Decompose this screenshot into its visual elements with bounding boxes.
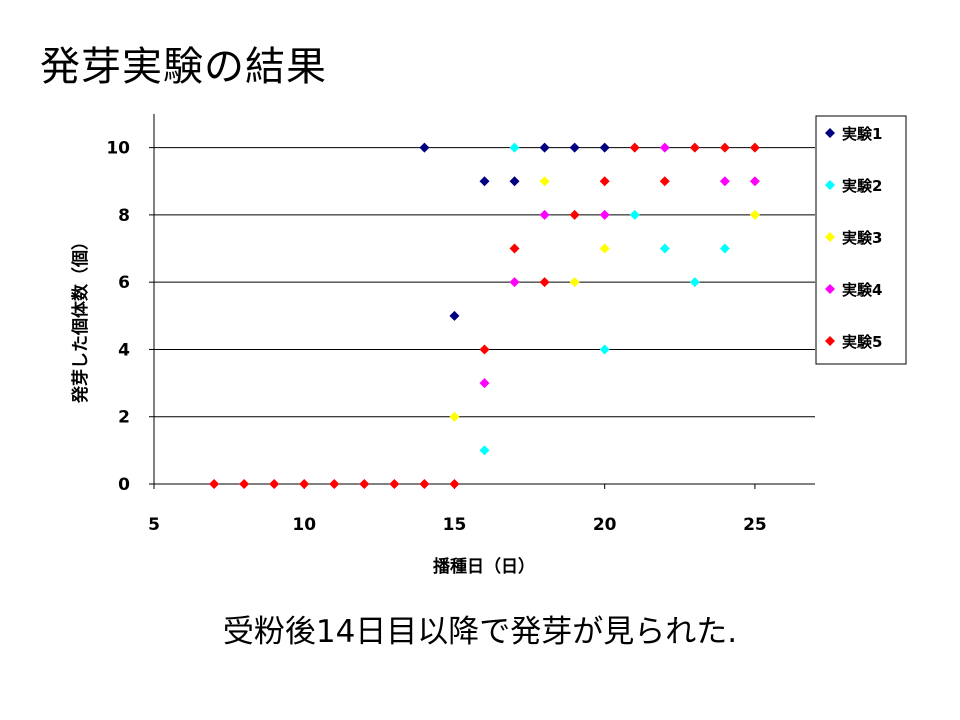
legend-marker-1 — [825, 128, 835, 138]
legend-marker-4 — [825, 284, 835, 294]
y-tick-label: 2 — [118, 408, 130, 428]
slide-title: 発芽実験の結果 — [40, 44, 327, 90]
data-point-3 — [449, 411, 460, 422]
data-point-4 — [749, 176, 760, 187]
data-point-1 — [449, 310, 460, 321]
data-point-4 — [659, 142, 670, 153]
data-point-4 — [509, 277, 520, 288]
data-point-5 — [629, 142, 640, 153]
data-point-1 — [509, 176, 520, 187]
y-axis-title: 発芽した個体数（個） — [70, 233, 91, 404]
data-point-2 — [719, 243, 730, 254]
data-point-5 — [269, 479, 280, 489]
x-tick-label: 20 — [593, 515, 617, 535]
data-point-5 — [539, 277, 550, 288]
y-tick-label: 0 — [118, 475, 130, 495]
data-point-5 — [479, 344, 490, 355]
data-point-3 — [599, 243, 610, 254]
data-point-2 — [599, 344, 610, 355]
x-tick-label: 15 — [443, 515, 467, 535]
data-point-4 — [479, 378, 490, 389]
data-point-5 — [719, 142, 730, 153]
data-point-5 — [659, 176, 670, 187]
x-tick-label: 10 — [292, 515, 316, 535]
data-point-5 — [299, 479, 310, 489]
data-point-5 — [449, 479, 460, 489]
y-tick-label: 4 — [118, 340, 130, 360]
data-point-4 — [719, 176, 730, 187]
data-point-5 — [569, 209, 580, 220]
data-point-5 — [359, 479, 370, 489]
legend-marker-2 — [825, 180, 835, 190]
data-point-1 — [599, 142, 610, 153]
data-point-2 — [629, 209, 640, 220]
legend-marker-3 — [825, 232, 835, 242]
x-axis-title: 播種日（日） — [433, 556, 535, 577]
data-point-5 — [689, 142, 700, 153]
legend: 実験1 実験2 実験3 実験4 実験5 — [815, 115, 907, 365]
y-tick-label: 8 — [118, 206, 130, 226]
legend-label-4: 実験4 — [842, 281, 882, 299]
legend-label-1: 実験1 — [842, 125, 882, 143]
legend-label-3: 実験3 — [842, 229, 882, 247]
data-point-5 — [749, 142, 760, 153]
legend-marker-5 — [825, 336, 835, 346]
data-point-2 — [509, 142, 520, 153]
data-point-1 — [569, 142, 580, 153]
grid-lines — [154, 147, 815, 418]
data-point-5 — [419, 479, 430, 489]
data-points — [209, 142, 760, 489]
data-point-4 — [539, 209, 550, 220]
x-tick-label: 25 — [743, 515, 767, 535]
legend-label-5: 実験5 — [842, 333, 882, 351]
data-point-5 — [599, 176, 610, 187]
data-point-5 — [329, 479, 340, 489]
data-point-3 — [569, 277, 580, 288]
data-point-2 — [479, 445, 490, 456]
data-point-3 — [539, 176, 550, 187]
data-point-1 — [539, 142, 550, 153]
data-point-1 — [479, 176, 490, 187]
data-point-5 — [509, 243, 520, 254]
axes — [149, 114, 815, 489]
data-point-2 — [659, 243, 670, 254]
data-point-5 — [389, 479, 400, 489]
legend-label-2: 実験2 — [842, 177, 882, 195]
y-tick-label: 6 — [118, 273, 130, 293]
data-point-1 — [419, 142, 430, 153]
data-point-3 — [749, 209, 760, 220]
data-point-2 — [689, 277, 700, 288]
caption: 受粉後14日目以降で発芽が見られた. — [222, 614, 738, 650]
data-point-5 — [239, 479, 250, 489]
data-point-5 — [209, 479, 220, 489]
y-tick-label: 10 — [106, 139, 130, 159]
tick-labels: 0 2 4 6 8 10 5 10 15 20 25 — [106, 139, 766, 535]
x-tick-label: 5 — [148, 515, 160, 535]
data-point-4 — [599, 209, 610, 220]
